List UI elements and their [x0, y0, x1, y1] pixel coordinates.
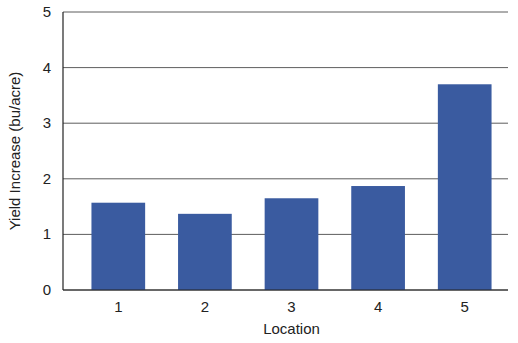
- bar: [351, 186, 405, 290]
- y-tick-label: 0: [43, 281, 51, 298]
- bar: [438, 84, 492, 290]
- grid-line: [63, 290, 508, 291]
- y-tick-label: 2: [43, 170, 51, 187]
- bars: [91, 84, 491, 290]
- bar: [265, 198, 319, 290]
- y-axis-line: [62, 12, 63, 290]
- bar: [178, 214, 232, 290]
- y-tick-label: 3: [43, 114, 51, 131]
- chart-svg: 0 1 2 3 4 5 1 2 3 4 5 Location Yield Increase (bu/ac…: [0, 0, 518, 343]
- x-tick-label: 3: [287, 298, 295, 315]
- grid-line: [63, 67, 508, 68]
- x-axis-label: Location: [263, 320, 320, 337]
- y-tick-label: 4: [43, 59, 51, 76]
- x-tick-label: 4: [374, 298, 382, 315]
- x-tick-label: 1: [114, 298, 122, 315]
- x-tick-label: 2: [201, 298, 209, 315]
- chart-container: 0 1 2 3 4 5 1 2 3 4 5 Location Yield Increase (bu/ac…: [0, 0, 518, 343]
- grid-line: [63, 12, 508, 13]
- x-tick-label: 5: [461, 298, 469, 315]
- bar: [91, 203, 145, 290]
- y-axis-label: Yield Increase (bu/acre): [6, 72, 23, 231]
- y-tick-label: 5: [43, 3, 51, 20]
- y-tick-label: 1: [43, 225, 51, 242]
- x-axis-line: [63, 289, 508, 290]
